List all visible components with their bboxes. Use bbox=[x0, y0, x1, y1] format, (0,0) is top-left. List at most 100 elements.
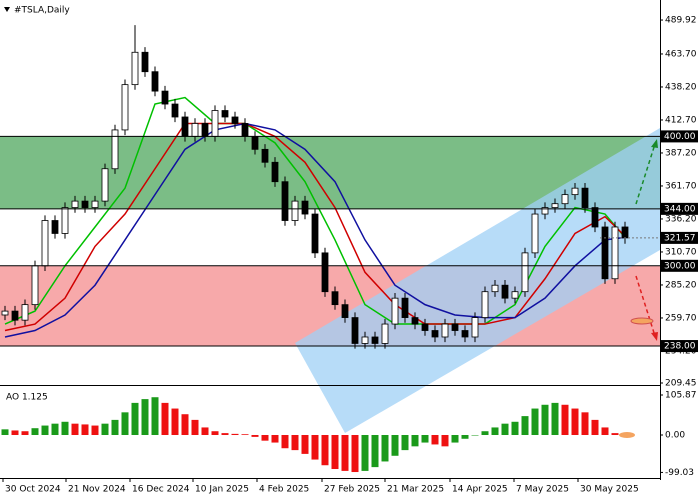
ao-bar bbox=[331, 435, 339, 470]
candle-body bbox=[301, 200, 309, 215]
candle-body bbox=[441, 323, 449, 338]
x-tick-label: 21 Nov 2024 bbox=[68, 485, 126, 495]
candle-body bbox=[31, 265, 39, 306]
candle-body bbox=[591, 207, 599, 228]
ao-bar bbox=[171, 408, 179, 436]
ao-bar bbox=[141, 399, 149, 436]
ao-bar bbox=[121, 412, 129, 436]
ao-bar bbox=[321, 435, 329, 466]
ao-bar bbox=[221, 433, 229, 436]
ao-bar bbox=[521, 416, 529, 436]
ao-bar bbox=[401, 435, 409, 451]
candle-body bbox=[251, 135, 259, 150]
candle-body bbox=[421, 323, 429, 331]
ao-bar bbox=[201, 427, 209, 436]
candle-body bbox=[511, 291, 519, 299]
y-tick-label: 336.20 bbox=[665, 214, 697, 224]
y-tick-label: 209.45 bbox=[665, 378, 697, 388]
candle-body bbox=[61, 207, 69, 234]
last-price-tag: 321.57 bbox=[660, 231, 698, 244]
candle-body bbox=[271, 161, 279, 183]
candle-body bbox=[151, 71, 159, 92]
plot bbox=[0, 25, 660, 473]
candle-body bbox=[561, 194, 569, 205]
ao-bar bbox=[101, 423, 109, 436]
candle-body bbox=[621, 226, 629, 239]
candle-body bbox=[171, 103, 179, 118]
ao-bar bbox=[311, 435, 319, 460]
ao-bar bbox=[301, 435, 309, 454]
ao-bar bbox=[461, 435, 469, 439]
candle-body bbox=[81, 200, 89, 208]
candle-body bbox=[431, 330, 439, 338]
candle-body bbox=[611, 226, 619, 280]
x-tick-label: 7 May 2025 bbox=[516, 485, 569, 495]
candle-body bbox=[131, 51, 139, 86]
y-tick-label: -99.03 bbox=[665, 468, 694, 478]
moving-average bbox=[4, 122, 626, 332]
ao-bar bbox=[251, 435, 259, 437]
x-tick-label: 21 Mar 2025 bbox=[387, 485, 444, 495]
ao-bar bbox=[181, 414, 189, 436]
ao-bar bbox=[531, 408, 539, 436]
ao-bar bbox=[341, 435, 349, 471]
candle-body bbox=[481, 291, 489, 318]
ao-bar bbox=[551, 402, 559, 436]
level-tag-bg bbox=[660, 202, 698, 215]
candle-body bbox=[581, 187, 589, 208]
level-label: 300.00 bbox=[664, 261, 696, 271]
candle-body bbox=[221, 110, 229, 118]
ao-bar bbox=[131, 402, 139, 436]
candle-body bbox=[71, 200, 79, 208]
ao-bar bbox=[281, 435, 289, 449]
candle-body bbox=[201, 123, 209, 137]
ao-bar bbox=[351, 435, 359, 473]
y-tick-label: 105.87 bbox=[665, 391, 697, 401]
x-tick-label: 14 Apr 2025 bbox=[452, 485, 508, 495]
candle-body bbox=[451, 323, 459, 331]
ao-bar bbox=[91, 425, 99, 436]
ao-bar bbox=[161, 402, 169, 436]
candle-body bbox=[331, 291, 339, 306]
candle-body bbox=[551, 203, 559, 208]
ao-bar bbox=[441, 435, 449, 447]
x-tick-label: 4 Feb 2025 bbox=[259, 485, 309, 495]
ao-bar bbox=[431, 435, 439, 445]
ao-bar bbox=[601, 427, 609, 436]
candle-body bbox=[461, 330, 469, 338]
candle-body bbox=[571, 187, 579, 196]
candle-body bbox=[541, 207, 549, 215]
candle-body bbox=[411, 317, 419, 325]
ao-bar bbox=[561, 404, 569, 436]
y-tick-label: 463.70 bbox=[665, 49, 697, 59]
candle-body bbox=[121, 84, 129, 131]
candle-body bbox=[181, 116, 189, 137]
level-tag-bg bbox=[660, 130, 698, 143]
symbol-icon bbox=[4, 7, 10, 12]
y-tick-label: 387.20 bbox=[665, 148, 697, 158]
x-tick-label: 27 Feb 2025 bbox=[324, 485, 380, 495]
x-tick-label: 30 May 2025 bbox=[580, 485, 639, 495]
ao-bar bbox=[451, 435, 459, 443]
ao-bar bbox=[61, 421, 69, 436]
up-arrow-head bbox=[651, 139, 658, 148]
candle-body bbox=[471, 317, 479, 338]
candle-body bbox=[1, 310, 9, 316]
ao-bar bbox=[11, 430, 19, 436]
ao-marker bbox=[619, 432, 635, 438]
candle-body bbox=[291, 200, 299, 221]
level-tag: 238.00 bbox=[660, 340, 698, 353]
ao-bar bbox=[411, 435, 419, 447]
candle-body bbox=[321, 252, 329, 293]
candle-body bbox=[601, 226, 609, 280]
moving-average bbox=[4, 96, 626, 325]
ao-bar bbox=[501, 423, 509, 436]
ao-bar bbox=[471, 435, 479, 436]
level-tag: 300.00 bbox=[660, 259, 698, 272]
candle-body bbox=[241, 123, 249, 137]
indicator-title: AO 1.125 bbox=[6, 393, 48, 403]
candle-body bbox=[351, 317, 359, 344]
level-label: 238.00 bbox=[664, 342, 696, 352]
candle-body bbox=[11, 310, 19, 321]
